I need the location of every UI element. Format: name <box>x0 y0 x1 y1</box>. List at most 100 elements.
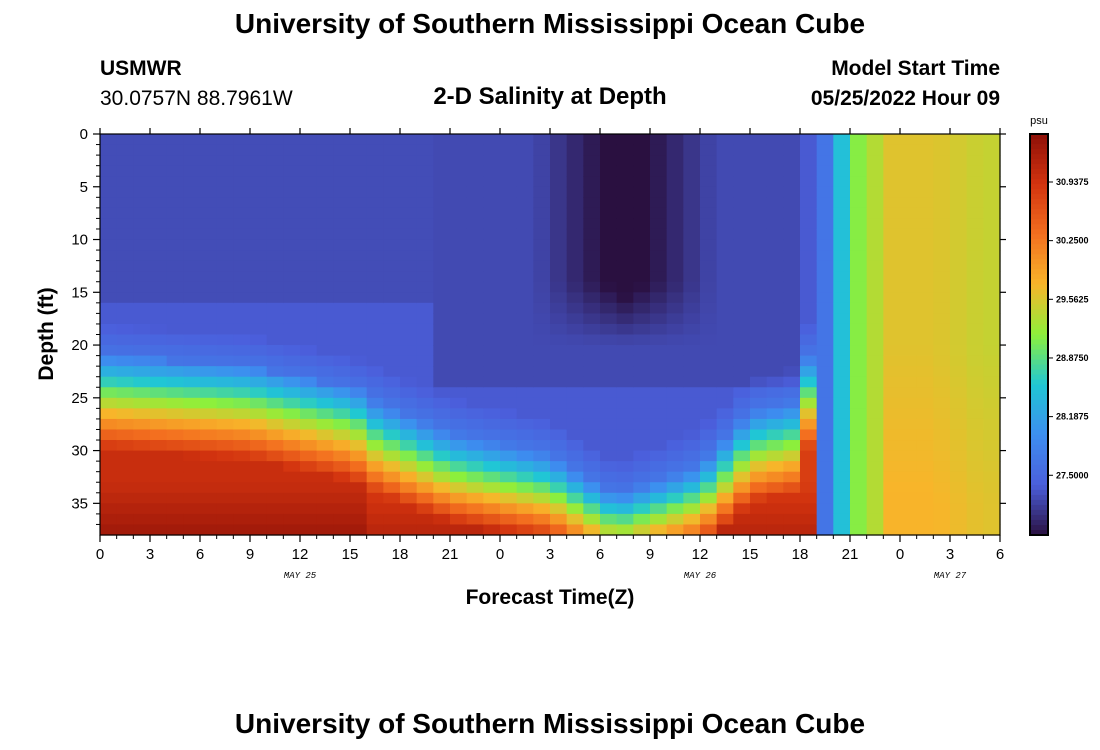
heatmap-cell <box>333 260 351 272</box>
heatmap-cell <box>266 429 284 441</box>
heatmap-cell <box>200 492 218 504</box>
heatmap-cell <box>166 207 184 220</box>
heatmap-cell <box>383 461 401 473</box>
heatmap-cell <box>483 397 501 409</box>
heatmap-cell <box>433 155 451 167</box>
heatmap-cell <box>333 524 351 536</box>
heatmap-cell <box>483 165 501 177</box>
heatmap-cell <box>333 355 351 367</box>
heatmap-cell <box>966 207 984 220</box>
heatmap-cell <box>150 366 168 378</box>
heatmap-cell <box>283 376 301 388</box>
heatmap-cell <box>733 355 751 367</box>
heatmap-cell <box>916 239 934 251</box>
heatmap-cell <box>883 334 901 346</box>
heatmap-cell <box>450 418 468 431</box>
heatmap-cell <box>750 503 768 515</box>
heatmap-cell <box>733 281 751 293</box>
heatmap-cell <box>583 250 601 262</box>
heatmap-cell <box>766 239 784 251</box>
heatmap-cell <box>600 492 618 504</box>
heatmap-cell <box>333 207 351 220</box>
heatmap-cell <box>950 155 968 167</box>
heatmap-cell <box>450 450 468 462</box>
heatmap-cell <box>650 471 668 483</box>
heatmap-cell <box>466 387 484 399</box>
heatmap-cell <box>816 239 834 251</box>
heatmap-cell <box>750 492 768 504</box>
heatmap-cell <box>633 228 651 241</box>
heatmap-cell <box>150 503 168 515</box>
heatmap-cell <box>483 418 501 431</box>
heatmap-cell <box>116 302 134 314</box>
colorbar-step <box>1030 249 1048 255</box>
heatmap-cell <box>733 228 751 241</box>
heatmap-cell <box>566 408 584 420</box>
heatmap-cell <box>833 207 851 220</box>
heatmap-cell <box>383 271 401 283</box>
heatmap-cell <box>950 239 968 251</box>
heatmap-cell <box>683 302 701 314</box>
heatmap-cell <box>100 513 118 526</box>
heatmap-cell <box>200 503 218 515</box>
heatmap-cell <box>700 471 718 483</box>
heatmap-cell <box>800 345 818 357</box>
heatmap-cell <box>733 323 751 336</box>
heatmap-cell <box>950 461 968 473</box>
heatmap-cell <box>716 207 734 220</box>
heatmap-cell <box>233 155 251 167</box>
heatmap-cell <box>500 176 518 188</box>
heatmap-cell <box>316 440 334 452</box>
heatmap-cell <box>516 218 534 230</box>
heatmap-cell <box>800 366 818 378</box>
heatmap-cell <box>283 165 301 177</box>
heatmap-cell <box>550 387 568 399</box>
heatmap-cell <box>616 524 634 536</box>
heatmap-cell <box>633 197 651 209</box>
heatmap-cell <box>583 134 601 146</box>
heatmap-cell <box>466 345 484 357</box>
heatmap-cell <box>833 144 851 156</box>
heatmap-cell <box>516 376 534 388</box>
station-id: USMWR <box>100 57 182 80</box>
heatmap-cell <box>216 345 234 357</box>
heatmap-cell <box>250 302 268 314</box>
colorbar-step <box>1030 494 1048 501</box>
heatmap-cell <box>483 408 501 420</box>
heatmap-cell <box>200 440 218 452</box>
heatmap-cell <box>533 302 551 314</box>
heatmap-cell <box>483 134 501 146</box>
heatmap-cell <box>466 186 484 198</box>
heatmap-cell <box>133 461 151 473</box>
heatmap-cell <box>733 418 751 431</box>
heatmap-cell <box>883 239 901 251</box>
heatmap-cell <box>683 271 701 283</box>
heatmap-cell <box>816 376 834 388</box>
heatmap-cell <box>483 144 501 156</box>
heatmap-cell <box>866 418 884 431</box>
heatmap-cell <box>983 176 1001 188</box>
heatmap-cell <box>233 134 251 146</box>
heatmap-cell <box>750 323 768 336</box>
heatmap-cell <box>800 260 818 272</box>
heatmap-cell <box>500 482 518 494</box>
heatmap-cell <box>983 440 1001 452</box>
heatmap-cell <box>466 355 484 367</box>
heatmap-cell <box>366 218 384 230</box>
heatmap-cell <box>400 355 418 367</box>
heatmap-cell <box>416 334 434 346</box>
heatmap-cell <box>933 429 951 441</box>
heatmap-cell <box>666 471 684 483</box>
heatmap-cell <box>733 134 751 146</box>
heatmap-cell <box>800 218 818 230</box>
heatmap-cell <box>983 397 1001 409</box>
heatmap-cell <box>750 260 768 272</box>
heatmap-cell <box>433 429 451 441</box>
heatmap-cell <box>233 186 251 198</box>
heatmap-cell <box>183 355 201 367</box>
colorbar-step <box>1030 504 1048 511</box>
heatmap-cell <box>150 408 168 420</box>
heatmap-cell <box>333 292 351 304</box>
heatmap-cell <box>766 440 784 452</box>
heatmap-cell <box>700 186 718 198</box>
